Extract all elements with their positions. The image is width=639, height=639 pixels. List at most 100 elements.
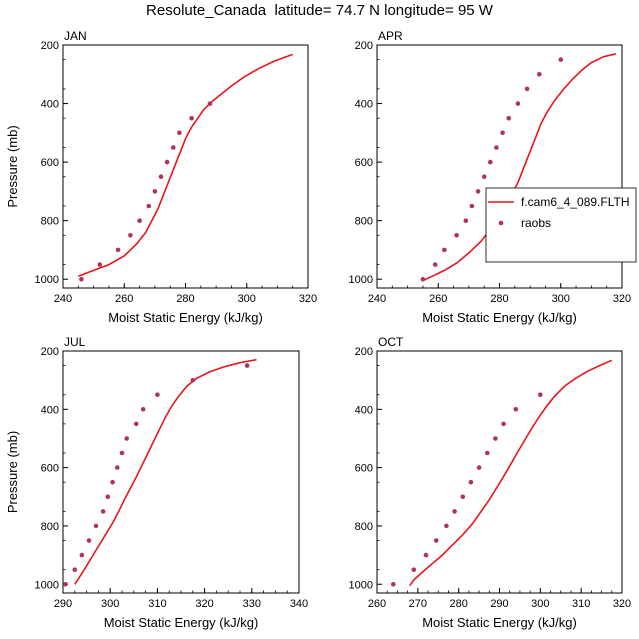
raob-point xyxy=(432,262,438,267)
raob-point xyxy=(79,276,84,282)
raob-point xyxy=(140,407,146,412)
x-tick-label: 320 xyxy=(299,293,317,305)
y-tick-label: 800 xyxy=(355,521,373,533)
raob-point xyxy=(506,115,512,121)
raob-point xyxy=(493,436,498,441)
plot-frame xyxy=(62,44,309,289)
raob-point xyxy=(207,101,213,106)
x-tick-label: 310 xyxy=(148,598,166,610)
raob-point xyxy=(423,552,429,558)
raob-point xyxy=(93,523,99,529)
raob-point xyxy=(105,494,111,500)
x-tick-label: 240 xyxy=(368,293,386,305)
raob-point xyxy=(115,465,120,470)
raob-point xyxy=(444,523,449,529)
y-tick-label: 200 xyxy=(41,40,59,52)
raob-point xyxy=(189,115,194,121)
raob-point xyxy=(476,465,482,470)
raob-point xyxy=(524,86,530,92)
raob-point xyxy=(128,233,133,238)
model-line xyxy=(74,358,257,585)
raob-point xyxy=(63,582,68,587)
raob-point xyxy=(494,145,499,150)
raob-point xyxy=(558,57,564,62)
y-tick-label: 600 xyxy=(355,463,373,475)
y-tick-label: 1000 xyxy=(35,274,59,286)
raob-point xyxy=(469,203,475,209)
raob-point xyxy=(420,276,426,282)
raob-point xyxy=(468,479,474,485)
raob-point xyxy=(481,174,487,179)
raob-point xyxy=(115,247,121,253)
x-axis-label: Moist Static Energy (kJ/kg) xyxy=(422,615,577,630)
y-tick-label: 600 xyxy=(41,463,59,475)
raob-point xyxy=(177,130,182,136)
x-axis-label: Moist Static Energy (kJ/kg) xyxy=(108,310,263,325)
legend-label: raobs xyxy=(521,216,551,230)
x-tick-label: 260 xyxy=(429,293,447,305)
x-axis-label: Moist Static Energy (kJ/kg) xyxy=(422,310,577,325)
raob-point xyxy=(158,174,164,179)
raob-point xyxy=(538,392,543,398)
chart-panel: JUL 290 300 310 320 330 340 200 400 600 800 1000 Moi… xyxy=(5,335,308,630)
x-tick-label: 320 xyxy=(613,293,631,305)
y-tick-label: 1000 xyxy=(349,579,373,591)
y-tick-label: 200 xyxy=(41,346,59,358)
x-tick-label: 340 xyxy=(290,598,308,610)
legend-marker-swatch xyxy=(498,220,504,226)
y-tick-label: 400 xyxy=(41,99,59,111)
x-tick-label: 260 xyxy=(115,293,133,305)
y-tick-label: 1000 xyxy=(349,274,373,286)
raob-point xyxy=(460,494,466,500)
raob-point xyxy=(72,567,78,572)
y-tick-label: 800 xyxy=(41,216,59,228)
raob-point xyxy=(97,262,103,267)
raob-point xyxy=(488,159,493,165)
y-tick-label: 800 xyxy=(355,216,373,228)
raob-point xyxy=(433,538,439,543)
y-tick-label: 400 xyxy=(355,99,373,111)
x-tick-label: 290 xyxy=(54,598,72,610)
raob-point xyxy=(452,509,457,514)
y-tick-label: 400 xyxy=(41,404,59,416)
x-tick-label: 280 xyxy=(490,293,508,305)
chart-panel: JAN 240 260 280 300 320 200 400 600 800 1000 Moist … xyxy=(5,29,317,325)
y-tick-label: 400 xyxy=(355,404,373,416)
raob-point xyxy=(137,218,142,223)
raob-point xyxy=(190,377,196,383)
x-tick-label: 260 xyxy=(368,598,386,610)
x-tick-label: 300 xyxy=(238,293,256,305)
x-tick-label: 300 xyxy=(552,293,570,305)
raob-point xyxy=(124,436,129,441)
legend-label: f.cam6_4_089.FLTH xyxy=(521,195,630,209)
y-tick-label: 200 xyxy=(355,40,373,52)
x-tick-label: 310 xyxy=(572,598,590,610)
model-line xyxy=(78,53,293,278)
y-tick-label: 600 xyxy=(41,157,59,169)
x-tick-label: 280 xyxy=(449,598,467,610)
raob-point xyxy=(391,582,396,587)
raob-point xyxy=(86,538,92,543)
x-tick-label: 300 xyxy=(531,598,549,610)
raob-point xyxy=(442,247,447,253)
chart-panel: APR 240 260 280 300 320 200 400 600 800 1000 Moist … xyxy=(349,29,637,325)
chart-main-title: Resolute_Canada latitude= 74.7 N longitu… xyxy=(146,2,493,19)
plot-frame xyxy=(376,350,623,594)
raob-point xyxy=(501,421,506,427)
chart-panel: OCT 260 270 280 290 300 310 320 200 400 600 800 1000… xyxy=(349,335,632,630)
x-tick-label: 270 xyxy=(409,598,427,610)
raob-point xyxy=(454,233,459,238)
panel-title: OCT xyxy=(378,335,404,349)
x-tick-label: 320 xyxy=(613,598,631,610)
raob-point xyxy=(155,392,160,398)
raob-point xyxy=(244,363,250,368)
raob-point xyxy=(164,159,170,165)
raob-point xyxy=(110,479,115,485)
model-line xyxy=(422,53,617,282)
y-tick-label: 600 xyxy=(355,157,373,169)
raob-point xyxy=(79,552,85,558)
raob-point xyxy=(146,203,152,209)
panel-title: JUL xyxy=(64,335,86,349)
